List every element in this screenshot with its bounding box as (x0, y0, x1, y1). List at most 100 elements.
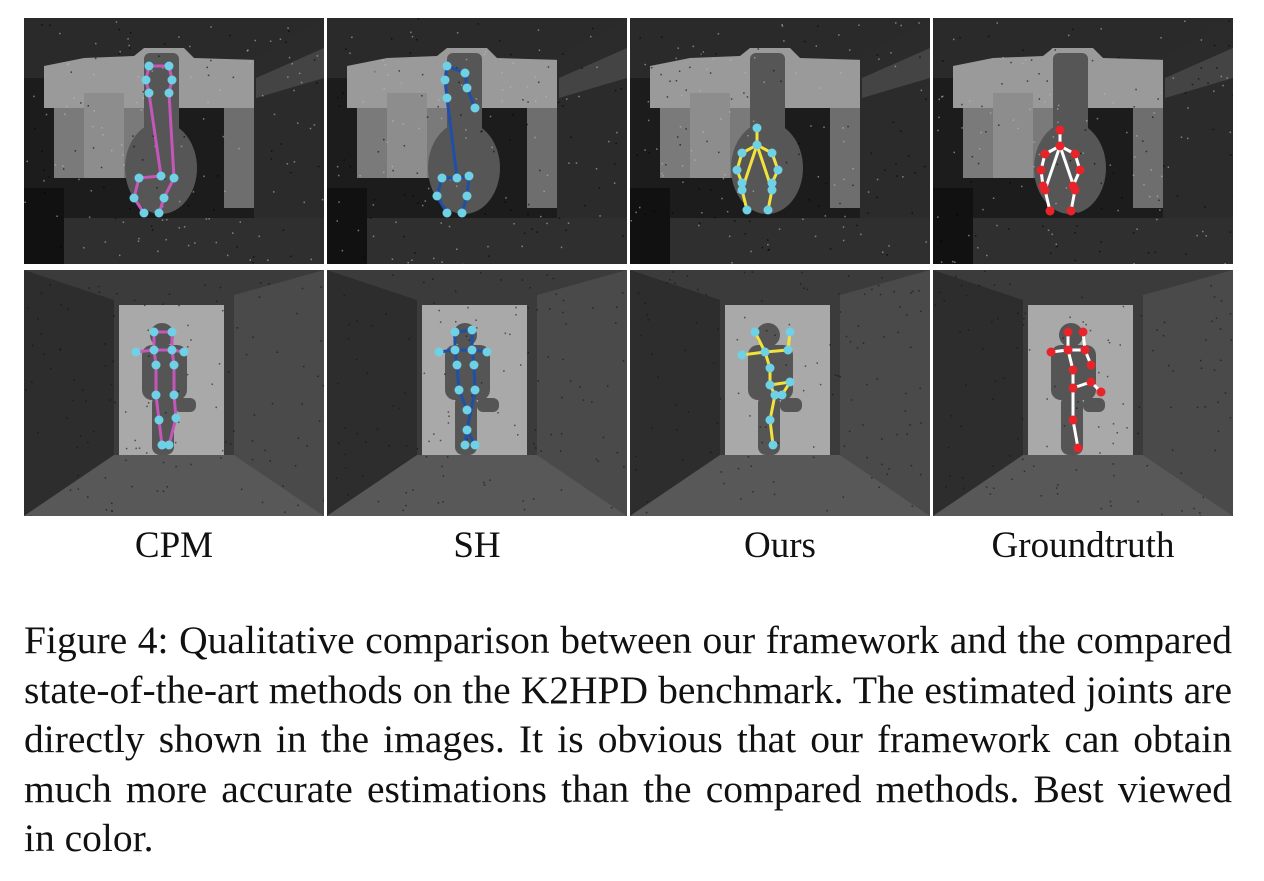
joint-marker (160, 194, 169, 203)
joint-marker (733, 166, 742, 175)
column-label-groundtruth: Groundtruth (933, 526, 1233, 566)
joint-marker (471, 104, 480, 113)
joint-marker (165, 89, 174, 98)
joint-marker (766, 416, 775, 425)
joint-marker (142, 76, 151, 85)
joint-marker (771, 391, 780, 400)
joint-marker (1056, 126, 1065, 135)
joint-marker (441, 76, 450, 85)
joint-marker (784, 346, 793, 355)
joint-marker (1079, 328, 1088, 337)
joint-marker (471, 441, 480, 450)
joint-marker (738, 351, 747, 360)
joint-marker (766, 364, 775, 373)
panel-sh-row1 (327, 18, 627, 264)
joint-marker (1097, 388, 1106, 397)
joint-marker (433, 192, 442, 201)
joint-marker (1047, 348, 1056, 357)
joint-marker (435, 348, 444, 357)
joint-marker (1081, 346, 1090, 355)
joint-marker (461, 441, 470, 450)
joint-marker (145, 62, 154, 71)
joint-marker (1087, 378, 1096, 387)
joint-marker (463, 84, 472, 93)
joint-marker (1041, 186, 1050, 195)
joint-marker (463, 406, 472, 415)
joint-marker (155, 416, 164, 425)
joint-marker (1071, 150, 1080, 159)
depth-image (24, 18, 324, 264)
joint-marker (463, 192, 472, 201)
column-label-cpm: CPM (24, 526, 324, 566)
joint-marker (438, 174, 447, 183)
joint-marker (738, 186, 747, 195)
depth-image (327, 270, 627, 516)
joint-marker (170, 391, 179, 400)
joint-marker (769, 441, 778, 450)
joint-marker (170, 174, 179, 183)
column-label-sh: SH (327, 526, 627, 566)
depth-image (933, 270, 1233, 516)
joint-marker (1067, 207, 1076, 216)
joint-marker (786, 378, 795, 387)
joint-marker (168, 76, 177, 85)
joint-marker (768, 186, 777, 195)
joint-marker (132, 348, 141, 357)
joint-marker (130, 194, 139, 203)
joint-marker (1056, 142, 1065, 151)
panel-sh-row2 (327, 270, 627, 516)
joint-marker (764, 206, 773, 215)
joint-marker (170, 361, 179, 370)
joint-marker (463, 426, 472, 435)
joint-marker (465, 172, 474, 181)
joint-marker (461, 69, 470, 78)
joint-marker (451, 346, 460, 355)
panel-cpm-row1 (24, 18, 324, 264)
joint-marker (152, 391, 161, 400)
panel-cpm-row2 (24, 270, 324, 516)
joint-marker (455, 386, 464, 395)
joint-marker (751, 328, 760, 337)
column-label-ours: Ours (630, 526, 930, 566)
joint-marker (470, 361, 479, 370)
joint-marker (1037, 166, 1046, 175)
panel-ours-row2 (630, 270, 930, 516)
joint-marker (443, 209, 452, 218)
joint-marker (1071, 186, 1080, 195)
joint-marker (168, 346, 177, 355)
joint-marker (483, 348, 492, 357)
joint-marker (468, 346, 477, 355)
joint-marker (1087, 361, 1096, 370)
depth-image (327, 18, 627, 264)
joint-marker (150, 328, 159, 337)
joint-marker (743, 206, 752, 215)
joint-marker (140, 209, 149, 218)
panel-groundtruth-row2 (933, 270, 1233, 516)
joint-marker (135, 174, 144, 183)
joint-marker (774, 166, 783, 175)
joint-marker (766, 381, 775, 390)
joint-marker (458, 209, 467, 218)
joint-marker (1046, 207, 1055, 216)
figure-caption: Figure 4: Qualitative comparison between… (24, 616, 1232, 864)
joint-marker (753, 124, 762, 133)
panel-groundtruth-row1 (933, 18, 1233, 264)
depth-image (933, 18, 1233, 264)
depth-image (630, 270, 930, 516)
joint-marker (761, 348, 770, 357)
depth-image (630, 18, 930, 264)
joint-marker (1041, 150, 1050, 159)
joint-marker (168, 328, 177, 337)
joint-marker (152, 361, 161, 370)
joint-marker (1069, 416, 1078, 425)
joint-marker (451, 328, 460, 337)
joint-marker (1064, 346, 1073, 355)
joint-marker (145, 89, 154, 98)
joint-marker (1074, 444, 1083, 453)
joint-marker (768, 149, 777, 158)
joint-marker (453, 361, 462, 370)
joint-marker (155, 209, 164, 218)
joint-marker (1069, 384, 1078, 393)
joint-marker (1064, 328, 1073, 337)
panel-ours-row1 (630, 18, 930, 264)
